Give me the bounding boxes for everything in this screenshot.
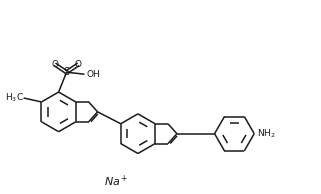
Text: H$_3$C: H$_3$C [5,92,24,104]
Text: O: O [75,60,82,69]
Text: Na$^+$: Na$^+$ [104,174,128,189]
Text: NH$_2$: NH$_2$ [257,127,276,140]
Text: S: S [64,67,70,77]
Text: OH: OH [86,70,100,79]
Text: O: O [51,60,58,69]
